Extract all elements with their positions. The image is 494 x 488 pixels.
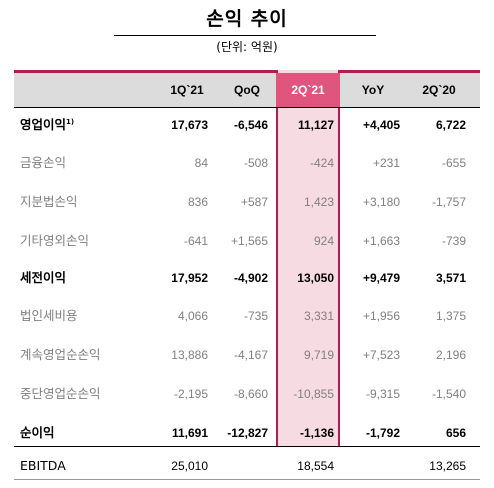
cell-value: 9,719 <box>303 348 334 362</box>
title-underline <box>114 35 376 36</box>
cell-value: 1,375 <box>435 309 466 323</box>
cell-value: 3,331 <box>303 309 334 323</box>
cell-value: +231 <box>372 156 400 170</box>
cell-value: 6,722 <box>435 118 466 132</box>
cell-value: 13,265 <box>429 459 466 473</box>
cell-value: +7,523 <box>362 348 400 362</box>
table-row: 기타영외손익 -641 +1,565 924 +1,663 -739 <box>14 231 480 251</box>
cell-value: -10,855 <box>293 387 334 401</box>
cell-value: -12,827 <box>227 426 268 440</box>
cell-value: -1,792 <box>365 426 400 440</box>
cell-value: +1,663 <box>362 234 400 248</box>
cell-value: 84 <box>194 156 208 170</box>
column-header-yoy: YoY <box>361 83 385 97</box>
cell-value: +587 <box>240 195 268 209</box>
column-header-2q20: 2Q`20 <box>422 83 456 97</box>
row-label: 계속영업순손익 <box>20 345 101 365</box>
cell-value: 924 <box>313 234 334 248</box>
row-label: 법인세비용 <box>20 306 78 326</box>
row-label: 순이익 <box>20 423 55 443</box>
cell-value: -8,660 <box>233 387 268 401</box>
table-top-rule <box>14 70 480 73</box>
cell-value: -6,546 <box>233 118 268 132</box>
row-label: 세전이익 <box>20 268 66 288</box>
row-label-text: 금융손익 <box>20 155 67 170</box>
cell-value: -9,315 <box>365 387 400 401</box>
row-label-text: 법인세비용 <box>20 308 78 323</box>
row-label: EBITDA <box>20 458 66 473</box>
cell-value: -2,195 <box>173 387 208 401</box>
cell-value: -424 <box>309 156 334 170</box>
column-header-qoq: QoQ <box>234 83 260 97</box>
highlighted-column-header-bg <box>276 73 340 107</box>
row-label: 기타영외손익 <box>20 231 89 251</box>
cell-value: 13,886 <box>171 348 208 362</box>
cell-value: -1,136 <box>299 426 334 440</box>
row-label-text: 순이익 <box>20 425 55 440</box>
cell-value: -641 <box>183 234 208 248</box>
cell-value: -739 <box>441 234 466 248</box>
row-label-text: 지분법손익 <box>20 194 78 209</box>
row-label-text: 중단영업순손익 <box>20 386 101 401</box>
row-label-text: 세전이익 <box>20 270 67 285</box>
cell-value: +3,180 <box>362 195 400 209</box>
table-row: 영업이익1) 17,673 -6,546 11,127 +4,405 6,722 <box>14 115 480 135</box>
table-row: 순이익 11,691 -12,827 -1,136 -1,792 656 <box>14 423 480 443</box>
cell-value: 13,050 <box>297 271 334 285</box>
cell-value: -508 <box>243 156 268 170</box>
column-header-2q21: 2Q`21 <box>291 83 325 97</box>
table-header-background <box>14 73 480 107</box>
cell-value: -1,757 <box>431 195 466 209</box>
cell-value: -735 <box>243 309 268 323</box>
row-label: 중단영업순손익 <box>20 384 101 404</box>
row-label: 지분법손익 <box>20 192 78 212</box>
cell-value: 17,673 <box>171 118 208 132</box>
cell-value: +1,565 <box>230 234 268 248</box>
table-row: 중단영업순손익 -2,195 -8,660 -10,855 -9,315 -1,540 <box>14 384 480 404</box>
cell-value: -1,540 <box>431 387 466 401</box>
row-label-text: 기타영외손익 <box>20 233 90 248</box>
cell-value: 25,010 <box>171 459 208 473</box>
table-bottom-rule <box>14 446 480 447</box>
column-header-1q21: 1Q`21 <box>170 83 204 97</box>
table-row: 세전이익 17,952 -4,902 13,050 +9,479 3,571 <box>14 268 480 288</box>
cell-value: 2,196 <box>435 348 466 362</box>
cell-value: 17,952 <box>171 271 208 285</box>
page-title: 손익 추이 <box>206 8 288 30</box>
row-label-text: 영업이익 <box>20 117 67 132</box>
table-row: 지분법손익 836 +587 1,423 +3,180 -1,757 <box>14 192 480 212</box>
row-label-text: 계속영업순손익 <box>20 347 101 362</box>
cell-value: +9,479 <box>362 271 400 285</box>
row-label: 금융손익 <box>20 153 66 173</box>
cell-value: +4,405 <box>362 118 400 132</box>
cell-value: -4,902 <box>233 271 268 285</box>
cell-value: +1,956 <box>362 309 400 323</box>
cell-value: 4,066 <box>177 309 208 323</box>
row-label: 영업이익1) <box>20 115 74 135</box>
cell-value: 11,691 <box>171 426 208 440</box>
cell-value: -4,167 <box>233 348 268 362</box>
cell-value: 836 <box>187 195 208 209</box>
table-row: 법인세비용 4,066 -735 3,331 +1,956 1,375 <box>14 306 480 326</box>
cell-value: -655 <box>441 156 466 170</box>
footnote-marker: 1) <box>66 117 75 126</box>
cell-value: 1,423 <box>303 195 334 209</box>
table-row-ebitda: EBITDA 25,010 18,554 13,265 <box>14 456 480 476</box>
cell-value: 11,127 <box>297 118 334 132</box>
table-final-rule <box>14 479 480 480</box>
cell-value: 656 <box>445 426 466 440</box>
unit-label: (단위: 억원) <box>216 40 278 54</box>
cell-value: 18,554 <box>297 459 334 473</box>
table-header-rule <box>14 107 480 108</box>
highlighted-column <box>276 70 340 446</box>
cell-value: 3,571 <box>435 271 466 285</box>
table-row: 금융손익 84 -508 -424 +231 -655 <box>14 153 480 173</box>
table-row: 계속영업순손익 13,886 -4,167 9,719 +7,523 2,196 <box>14 345 480 365</box>
